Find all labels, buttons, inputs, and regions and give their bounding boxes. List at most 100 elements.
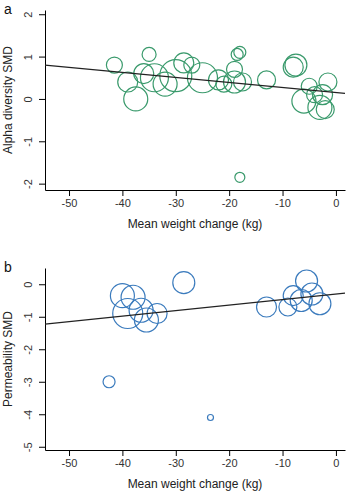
y-tick-label: 0 [22, 282, 34, 288]
x-tick-mark [336, 450, 337, 456]
y-tick-mark [39, 284, 45, 285]
x-tick: -10 [275, 450, 291, 469]
bubble [319, 73, 337, 91]
x-tick: -10 [275, 190, 291, 209]
y-axis-line [45, 269, 46, 451]
bubble [118, 72, 138, 92]
bubble [234, 73, 252, 91]
bubble [227, 61, 243, 77]
x-tick: 0 [333, 450, 339, 469]
x-tick: -30 [168, 190, 184, 209]
bubble [113, 299, 143, 329]
x-axis-title: Mean weight change (kg) [128, 217, 263, 231]
y-tick-label: -2 [22, 345, 34, 355]
trend-line [45, 65, 345, 93]
x-tick-mark [176, 190, 177, 196]
x-tick-mark [229, 190, 230, 196]
figure: -50-40-30-20-100-2-1012Mean weight chang… [0, 0, 349, 500]
bubble [103, 376, 115, 388]
y-tick-label: -1 [22, 312, 34, 322]
y-tick-label: -5 [22, 442, 34, 452]
x-tick-label: -40 [115, 457, 131, 469]
y-axis-title: Alpha diversity SMD [1, 46, 15, 154]
x-axis: -50 -40 -30 -20 -10 0 [46, 450, 346, 469]
y-tick-mark [39, 414, 45, 415]
bubble [296, 270, 318, 292]
y-tick-mark [39, 14, 45, 15]
x-tick-mark [336, 190, 337, 196]
bubble [235, 172, 245, 182]
x-tick: -50 [62, 190, 78, 209]
x-tick-mark [122, 450, 123, 456]
y-tick-mark [39, 317, 45, 318]
x-tick-mark [69, 450, 70, 456]
y-axis: -5-4-3-2-10 [22, 269, 46, 453]
bubble [124, 87, 148, 111]
x-tick-mark [229, 450, 230, 456]
x-tick-label: -20 [222, 197, 238, 209]
x-axis-title: Mean weight change (kg) [128, 477, 263, 491]
x-tick-mark [283, 450, 284, 456]
plot-area [45, 270, 345, 421]
y-tick-mark [39, 447, 45, 448]
bubble [283, 286, 303, 306]
x-tick: -20 [222, 450, 238, 469]
y-tick: -3 [22, 377, 45, 387]
y-tick: -5 [22, 442, 45, 452]
y-tick-mark [39, 184, 45, 185]
y-tick: -1 [22, 312, 45, 322]
bubble [184, 57, 200, 73]
y-tick: 0 [22, 282, 45, 288]
panel-label: b [4, 259, 12, 275]
x-tick-mark [283, 190, 284, 196]
trend-line [45, 293, 345, 324]
x-tick-label: -40 [115, 197, 131, 209]
y-axis-title: Permeability SMD [1, 311, 15, 407]
bubble [234, 46, 246, 58]
x-tick: -50 [62, 450, 78, 469]
y-tick: -2 [22, 179, 45, 189]
y-tick: -1 [22, 137, 45, 147]
bubble [129, 298, 153, 322]
y-tick-mark [39, 99, 45, 100]
y-tick-mark [39, 57, 45, 58]
x-tick-label: -50 [62, 457, 78, 469]
y-tick: 2 [22, 12, 45, 18]
y-tick-mark [39, 141, 45, 142]
x-tick-label: -10 [275, 197, 291, 209]
panel: -50-40-30-20-100-2-1012Mean weight chang… [1, 1, 346, 231]
bubble [121, 285, 145, 309]
x-tick-label: -30 [168, 197, 184, 209]
x-axis-line [46, 190, 346, 191]
y-tick-label: 2 [22, 12, 34, 18]
y-tick: -2 [22, 345, 45, 355]
panel: -50-40-30-20-100-5-4-3-2-10Mean weight c… [1, 259, 346, 491]
x-tick: -40 [115, 190, 131, 209]
bubble [142, 47, 156, 61]
y-tick-label: -1 [22, 137, 34, 147]
y-tick: 0 [22, 96, 45, 102]
bubble [316, 101, 334, 119]
y-tick-mark [39, 349, 45, 350]
bubble [308, 95, 332, 119]
x-tick-label: -10 [275, 457, 291, 469]
x-tick-label: 0 [333, 197, 339, 209]
x-tick: -30 [168, 450, 184, 469]
y-tick-label: -3 [22, 377, 34, 387]
bubble [279, 298, 297, 316]
x-tick-label: -20 [222, 457, 238, 469]
y-axis-line [45, 11, 46, 191]
bubble [134, 308, 158, 332]
y-tick-label: -2 [22, 179, 34, 189]
plot-area [45, 46, 345, 182]
y-tick-mark [39, 382, 45, 383]
bubble [301, 283, 323, 305]
bubble [207, 415, 213, 421]
x-tick: -40 [115, 450, 131, 469]
y-tick: 1 [22, 54, 45, 60]
x-tick-mark [176, 450, 177, 456]
bubble [208, 70, 228, 90]
y-tick-label: 0 [22, 96, 34, 102]
x-tick-mark [122, 190, 123, 196]
x-tick-label: -50 [62, 197, 78, 209]
